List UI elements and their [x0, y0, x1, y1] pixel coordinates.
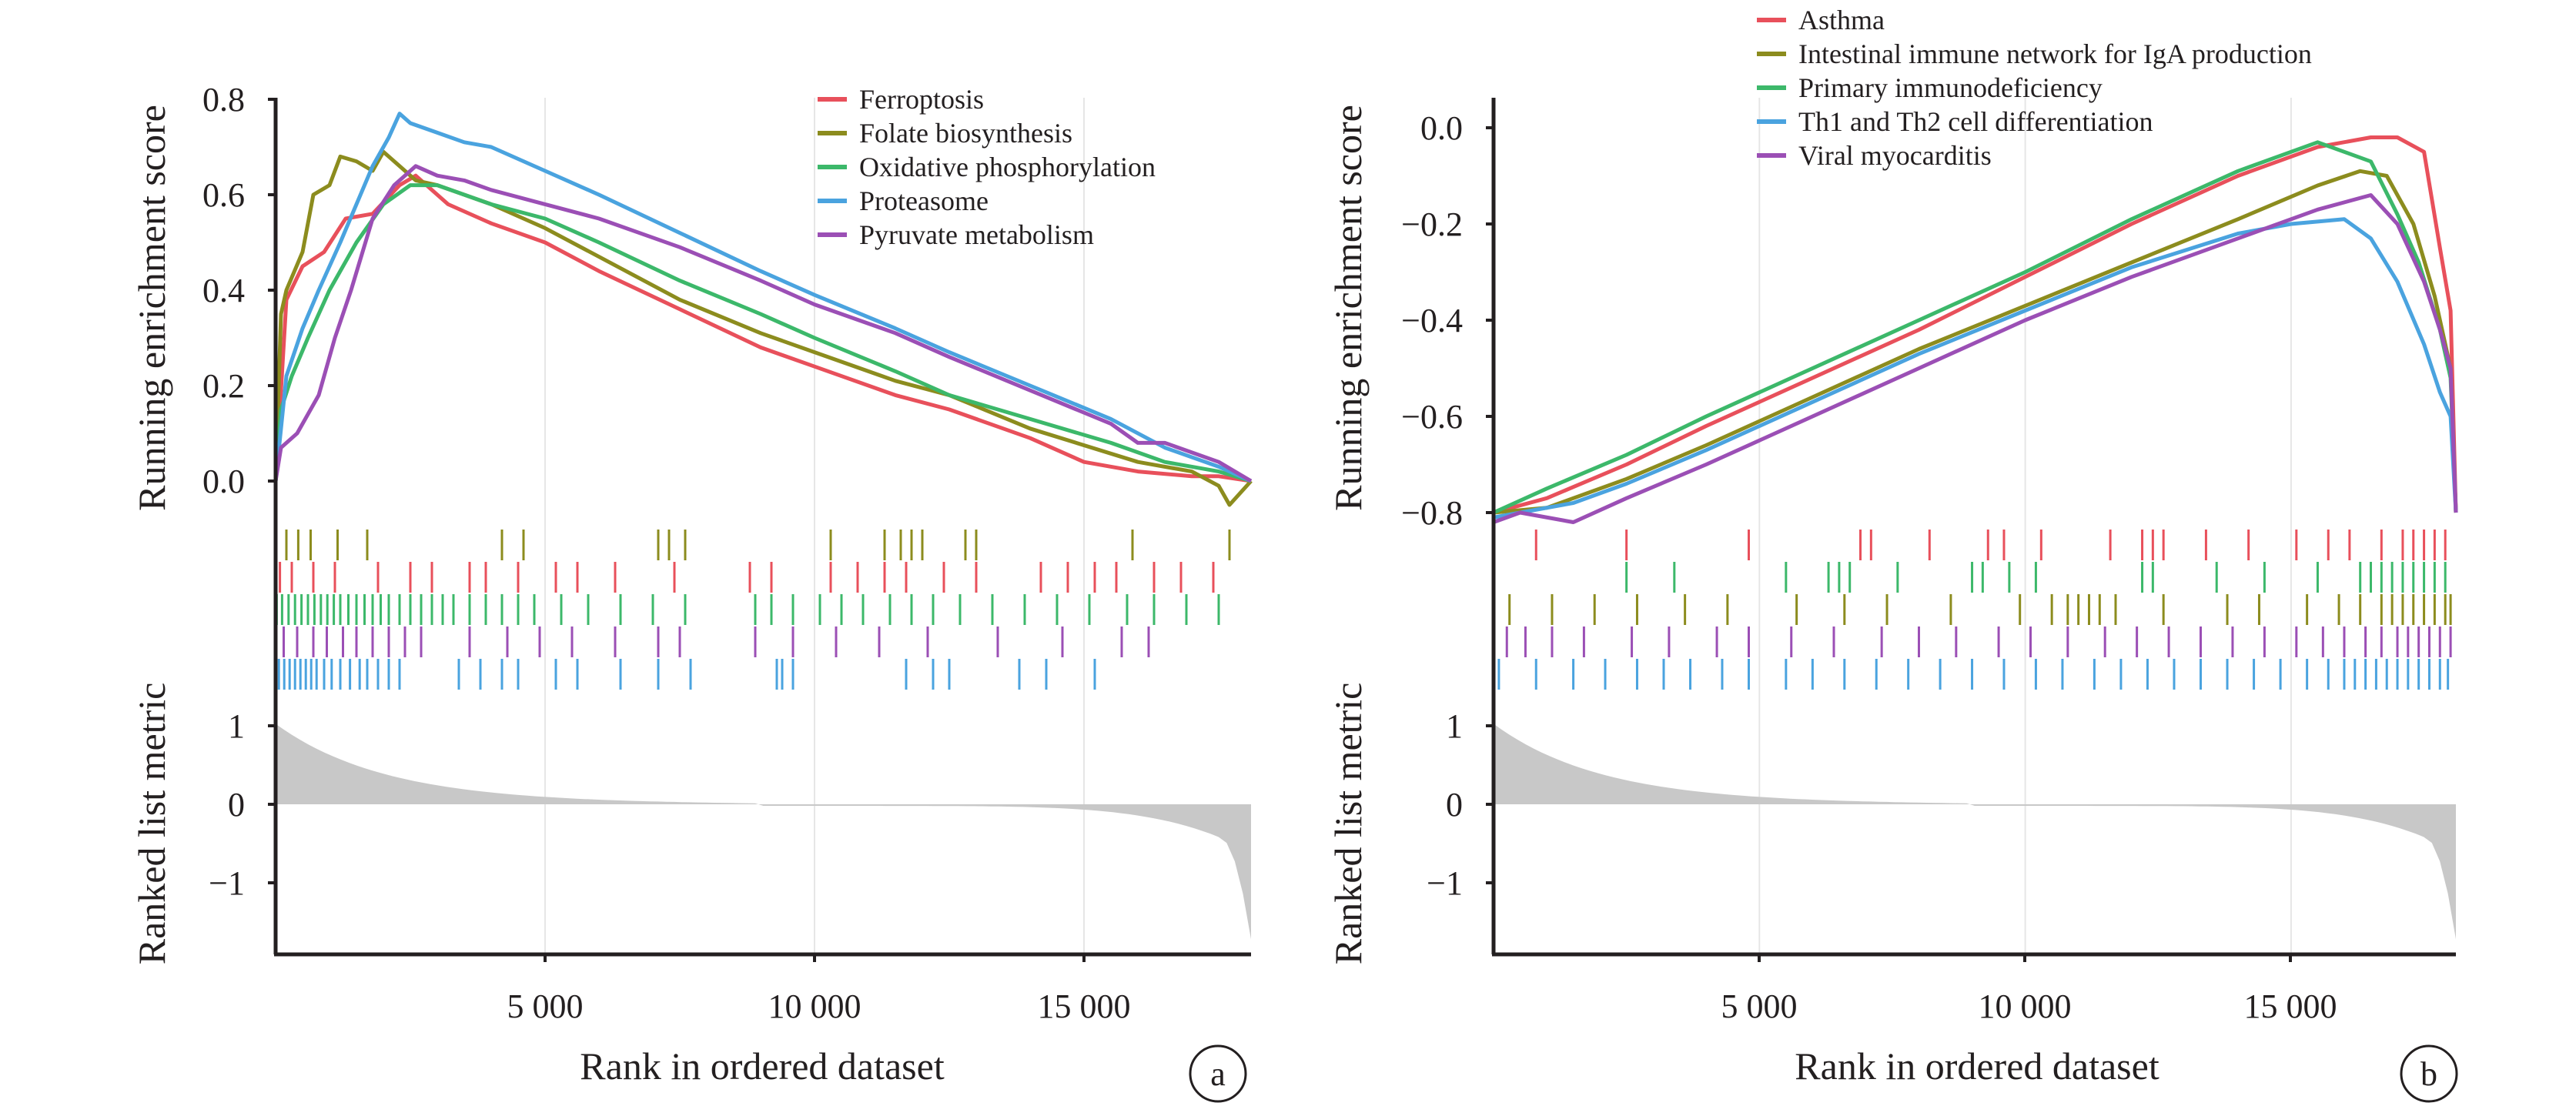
panel-a-metric-axis-title: Ranked list metric	[130, 683, 173, 965]
legend-label: Viral myocarditis	[1798, 140, 1992, 171]
panel-b-y-tick-label: −0.6	[1401, 398, 1463, 436]
panel-b-y-tick-label: −0.2	[1401, 205, 1463, 243]
series-line	[1493, 193, 2458, 524]
panel-a-x-tick-label: 15 000	[1038, 987, 1131, 1025]
panel-a-grid	[544, 98, 1085, 953]
legend-label: Th1 and Th2 cell differentiation	[1798, 106, 2153, 137]
series-line	[273, 112, 1253, 483]
panel-a-x-ticks: 5 000 10 000 15 000	[507, 954, 1131, 1025]
panel-a-x-axis-title: Rank in ordered dataset	[580, 1044, 945, 1088]
legend-label: Asthma	[1798, 5, 1885, 35]
panel-a-metric-tick-label: 0	[228, 786, 245, 824]
panel-b-y-tick-label: 0.0	[1420, 109, 1463, 147]
panel-a: 0.0 0.2 0.4 0.6 0.8 1 0 −1 5 000 10 000 …	[130, 81, 1253, 1103]
panel-a-y-ticks: 0.0 0.2 0.4 0.6 0.8	[202, 81, 276, 500]
ranked-metric-area	[1494, 723, 2456, 940]
panel-a-y-axis-title: Running enrichment score	[130, 105, 173, 511]
panel-b-x-tick-label: 15 000	[2244, 987, 2337, 1025]
series-line	[273, 183, 1252, 483]
panel-b-y-tick-label: −0.8	[1401, 494, 1463, 532]
panel-b-metric-ticks: 1 0 −1	[1427, 707, 1494, 902]
panel-b-metric-area	[1494, 723, 2456, 940]
panel-a-y-tick-label: 0.4	[202, 272, 245, 309]
panel-b-hit-ticks	[1497, 530, 2452, 690]
panel-b-metric-tick-label: 1	[1446, 707, 1463, 745]
panel-a-y-tick-label: 0.0	[202, 463, 245, 500]
legend-label: Intestinal immune network for IgA produc…	[1798, 38, 2312, 69]
panel-b-x-ticks: 5 000 10 000 15 000	[1721, 954, 2337, 1025]
panel-a-letter-badge: a	[1189, 1044, 1247, 1103]
series-line	[1493, 217, 2458, 520]
panel-b-x-axis-title: Rank in ordered dataset	[1795, 1044, 2159, 1088]
panel-a-x-tick-label: 5 000	[507, 987, 584, 1025]
panel-a-y-tick-label: 0.6	[202, 176, 245, 214]
panel-b-letter: b	[2420, 1055, 2437, 1093]
ranked-metric-area	[276, 723, 1251, 940]
legend-label: Oxidative phosphorylation	[859, 152, 1156, 182]
panel-b-x-tick-label: 5 000	[1721, 987, 1798, 1025]
series-line	[1493, 135, 2458, 515]
series-line	[273, 149, 1253, 507]
panel-a-y-tick-label: 0.2	[202, 367, 245, 405]
panel-b-y-axis-title: Running enrichment score	[1326, 105, 1370, 511]
panel-b-x-tick-label: 10 000	[1979, 987, 2072, 1025]
panel-a-x-tick-label: 10 000	[768, 987, 861, 1025]
panel-a-legend: Ferroptosis Folate biosynthesis Oxidativ…	[818, 84, 1156, 250]
panel-a-metric-ticks: 1 0 −1	[209, 707, 276, 902]
panel-a-hit-ticks	[275, 530, 1231, 690]
legend-label: Pyruvate metabolism	[859, 219, 1094, 250]
legend-label: Primary immunodeficiency	[1798, 72, 2103, 103]
panel-a-letter: a	[1210, 1055, 1226, 1093]
panel-b-metric-tick-label: 0	[1446, 786, 1463, 824]
panel-b-grid	[1758, 98, 2292, 953]
panel-a-metric-area	[276, 723, 1251, 940]
legend-label: Proteasome	[859, 185, 989, 216]
panel-a-metric-tick-label: −1	[209, 864, 245, 902]
series-line	[273, 164, 1253, 483]
series-line	[273, 173, 1252, 483]
panel-b: 0.0 −0.2 −0.4 −0.6 −0.8 1 0 −1 5 000 10 …	[1326, 5, 2458, 1103]
panel-b-y-ticks: 0.0 −0.2 −0.4 −0.6 −0.8	[1401, 109, 1494, 532]
panel-b-metric-tick-label: −1	[1427, 864, 1463, 902]
panel-b-y-tick-label: −0.4	[1401, 302, 1463, 339]
panel-b-letter-badge: b	[2400, 1044, 2458, 1103]
legend-label: Ferroptosis	[859, 84, 984, 115]
legend-label: Folate biosynthesis	[859, 118, 1072, 149]
panel-b-metric-axis-title: Ranked list metric	[1326, 683, 1370, 965]
panel-b-legend: Asthma Intestinal immune network for IgA…	[1757, 5, 2312, 171]
panel-a-y-tick-label: 0.8	[202, 81, 245, 119]
series-line	[1493, 169, 2458, 515]
panel-b-lines	[1492, 135, 2458, 524]
panel-a-lines	[273, 112, 1253, 507]
panel-a-metric-tick-label: 1	[228, 707, 245, 745]
